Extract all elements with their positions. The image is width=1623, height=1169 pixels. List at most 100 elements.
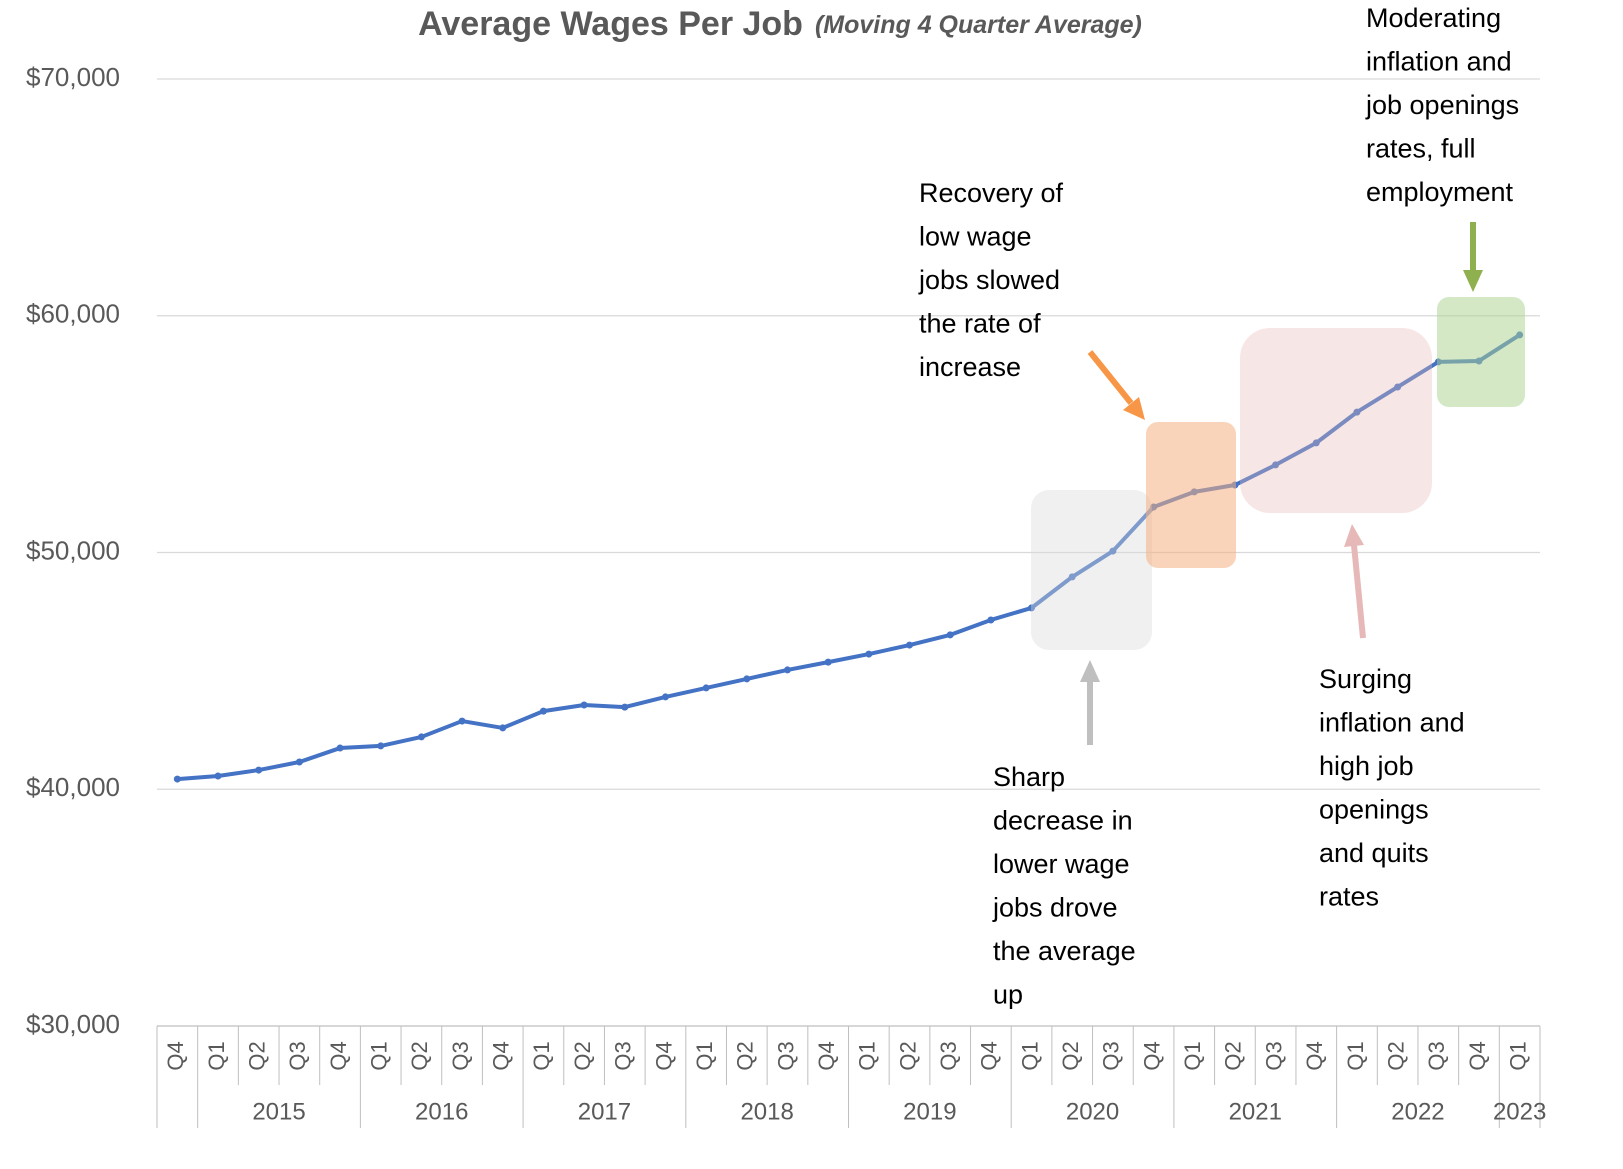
x-group-label: 2021 xyxy=(1229,1098,1282,1125)
data-point xyxy=(865,650,873,658)
x-tick-label: Q2 xyxy=(245,1041,270,1070)
arrow-head xyxy=(1463,270,1483,292)
highlight-box xyxy=(1146,422,1236,568)
annotation-line: lower wage xyxy=(993,849,1130,879)
data-point xyxy=(1028,604,1036,612)
chart-title-group: Average Wages Per Job (Moving 4 Quarter A… xyxy=(418,5,1142,43)
y-tick-label: $30,000 xyxy=(26,1009,120,1039)
annotation-line: rates xyxy=(1319,882,1379,912)
x-tick-label: Q1 xyxy=(367,1041,392,1070)
arrow-head xyxy=(1123,397,1145,420)
annotation-line: inflation and xyxy=(1319,708,1465,738)
annotation-line: job openings xyxy=(1365,90,1519,120)
x-tick-label: Q4 xyxy=(326,1041,351,1070)
highlight-boxes xyxy=(1031,297,1525,650)
arrow xyxy=(1351,544,1366,639)
x-tick-label: Q1 xyxy=(1343,1041,1368,1070)
x-tick-label: Q4 xyxy=(163,1041,188,1070)
data-point xyxy=(1068,573,1076,581)
x-tick-label: Q2 xyxy=(407,1041,432,1070)
x-tick-label: Q3 xyxy=(448,1041,473,1070)
annotation-line: Sharp xyxy=(993,762,1065,792)
data-point xyxy=(173,775,181,783)
y-tick-label: $70,000 xyxy=(26,62,120,92)
annotation-line: the rate of xyxy=(919,309,1041,339)
x-tick-label: Q3 xyxy=(936,1041,961,1070)
annotation-line: low wage xyxy=(919,222,1032,252)
annotation-line: high job xyxy=(1319,751,1414,781)
data-point xyxy=(906,641,914,649)
data-point xyxy=(417,733,425,741)
data-point xyxy=(1109,547,1117,555)
x-group-label: 2020 xyxy=(1066,1098,1119,1125)
arrows xyxy=(1080,222,1483,745)
data-point xyxy=(621,703,629,711)
data-point xyxy=(377,742,385,750)
annotation-line: up xyxy=(993,980,1023,1010)
x-tick-label: Q2 xyxy=(1383,1041,1408,1070)
x-tick-label: Q4 xyxy=(489,1041,514,1070)
data-point xyxy=(458,717,466,725)
annotation-line: Moderating xyxy=(1366,3,1501,33)
data-point xyxy=(1312,439,1320,447)
annotation-line: decrease in xyxy=(993,806,1133,836)
annotation-line: Recovery of xyxy=(919,178,1064,208)
x-group-label: 2015 xyxy=(252,1098,305,1125)
annotation-line: openings xyxy=(1319,795,1429,825)
data-point xyxy=(580,701,588,709)
data-point xyxy=(1272,461,1280,469)
annotation-line: the average xyxy=(993,936,1136,966)
annotation-line: inflation and xyxy=(1366,47,1512,77)
x-group-label: 2023 xyxy=(1493,1098,1546,1125)
x-tick-label: Q1 xyxy=(692,1041,717,1070)
data-point xyxy=(214,772,222,780)
y-tick-label: $50,000 xyxy=(26,535,120,565)
chart-title: Average Wages Per Job xyxy=(418,5,803,43)
x-group-label: 2019 xyxy=(903,1098,956,1125)
data-point xyxy=(661,693,669,701)
highlight-box xyxy=(1031,490,1152,650)
x-tick-label: Q2 xyxy=(895,1041,920,1070)
data-point xyxy=(295,758,303,766)
highlight-box xyxy=(1240,328,1432,513)
line-series xyxy=(177,333,1521,782)
x-tick-label: Q1 xyxy=(1180,1041,1205,1070)
x-tick-label: Q2 xyxy=(733,1041,758,1070)
x-tick-label: Q4 xyxy=(651,1041,676,1070)
x-group-label: 2016 xyxy=(415,1098,468,1125)
highlight-box xyxy=(1437,297,1525,407)
x-tick-label: Q4 xyxy=(1302,1041,1327,1070)
x-tick-label: Q1 xyxy=(204,1041,229,1070)
data-point xyxy=(824,658,832,666)
annotation-line: Surging xyxy=(1319,664,1412,694)
y-tick-label: $40,000 xyxy=(26,772,120,802)
x-tick-label: Q3 xyxy=(285,1041,310,1070)
x-tick-label: Q2 xyxy=(1221,1041,1246,1070)
x-tick-label: Q4 xyxy=(814,1041,839,1070)
data-point xyxy=(1353,408,1361,416)
chart-subtitle: (Moving 4 Quarter Average) xyxy=(815,11,1142,39)
x-group-label: 2017 xyxy=(578,1098,631,1125)
annotation-line: rates, full xyxy=(1366,134,1476,164)
x-tick-label: Q4 xyxy=(1139,1041,1164,1070)
y-tick-label: $60,000 xyxy=(26,299,120,329)
x-group-label: 2018 xyxy=(740,1098,793,1125)
data-point xyxy=(987,616,995,624)
arrow-head xyxy=(1080,660,1100,682)
x-tick-label: Q4 xyxy=(977,1041,1002,1070)
annotation-line: jobs slowed xyxy=(918,265,1060,295)
data-point xyxy=(702,684,710,692)
data-point xyxy=(1394,383,1402,391)
annotation-line: jobs drove xyxy=(992,893,1118,923)
data-point xyxy=(743,675,751,683)
x-tick-label: Q4 xyxy=(1465,1041,1490,1070)
x-tick-label: Q1 xyxy=(1505,1041,1530,1070)
x-tick-label: Q2 xyxy=(1058,1041,1083,1070)
arrow xyxy=(1087,350,1134,405)
x-tick-label: Q1 xyxy=(529,1041,554,1070)
arrow-head xyxy=(1344,524,1364,547)
x-tick-label: Q3 xyxy=(1099,1041,1124,1070)
data-point xyxy=(255,766,263,774)
annotation-line: increase xyxy=(919,352,1021,382)
